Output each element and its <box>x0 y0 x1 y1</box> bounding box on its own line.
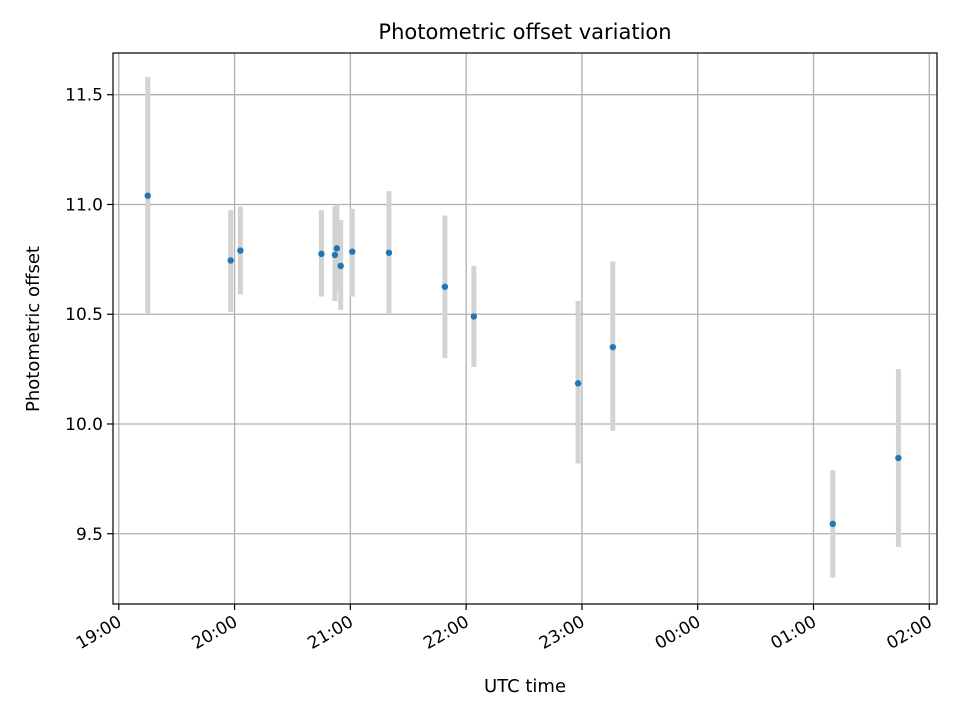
data-point <box>331 251 339 259</box>
x-axis-ticks: 19:00 20:00 21:00 22:00 23:00 00:00 01:00 02:00 <box>73 604 936 654</box>
data-point <box>227 257 234 264</box>
data-point <box>318 250 325 258</box>
data-points <box>144 192 902 528</box>
data-point <box>574 380 582 387</box>
data-point <box>895 454 902 462</box>
y-tick-label: 9.5 <box>76 525 103 545</box>
y-tick-label: 10.5 <box>65 305 103 325</box>
data-point <box>609 343 617 351</box>
plot-frame <box>112 52 938 605</box>
y-tick-label: 11.5 <box>65 86 103 106</box>
x-tick-label: 00:00 <box>652 612 704 654</box>
data-point <box>144 192 151 199</box>
data-point <box>349 248 356 255</box>
chart-title: Photometric offset variation <box>378 20 671 44</box>
data-point <box>237 247 244 254</box>
data-point <box>470 313 478 320</box>
data-point <box>337 262 344 270</box>
x-tick-label: 23:00 <box>536 612 588 654</box>
data-point <box>441 283 449 290</box>
x-tick-label: 21:00 <box>304 612 356 654</box>
grid <box>113 53 937 604</box>
x-axis-label: UTC time <box>484 676 566 697</box>
y-axis-ticks: 9.5 10.0 10.5 11.0 11.5 <box>65 86 113 545</box>
y-axis-label: Photometric offset <box>23 246 44 412</box>
x-tick-label: 20:00 <box>189 612 241 654</box>
x-tick-label: 19:00 <box>73 612 125 654</box>
x-tick-label: 02:00 <box>883 612 935 654</box>
x-tick-label: 22:00 <box>420 612 472 654</box>
y-tick-label: 11.0 <box>65 195 103 215</box>
x-tick-label: 01:00 <box>768 612 820 654</box>
data-point <box>333 245 341 252</box>
data-point <box>385 249 393 256</box>
error-bars <box>145 77 901 578</box>
y-tick-label: 10.0 <box>65 415 103 435</box>
data-point <box>829 520 836 528</box>
